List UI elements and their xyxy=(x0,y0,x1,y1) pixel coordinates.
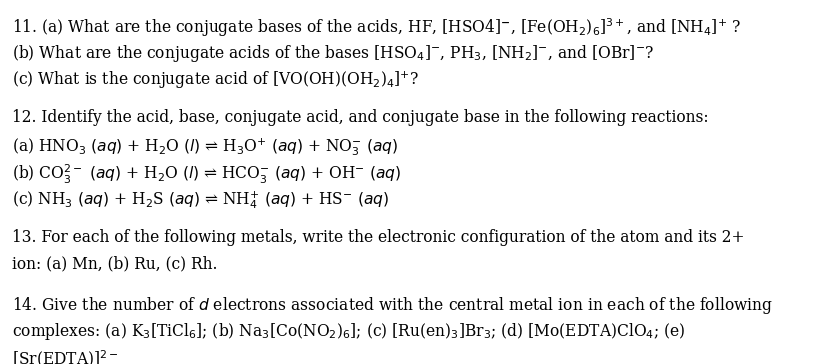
Text: 11. (a) What are the conjugate bases of the acids, HF, [HSO4]$^{\mathbf{-}}$, [F: 11. (a) What are the conjugate bases of … xyxy=(12,16,742,39)
Text: (c) NH$_3$ $(aq)$ + H$_2$S $(aq)$ ⇌ NH$_4^{+}$ $(aq)$ + HS$^{-}$ $(aq)$: (c) NH$_3$ $(aq)$ + H$_2$S $(aq)$ ⇌ NH$_… xyxy=(12,189,389,211)
Text: (b) CO$_3^{2-}$ $(aq)$ + H$_2$O $(l)$ ⇌ HCO$_3^{-}$ $(aq)$ + OH$^{-}$ $(aq)$: (b) CO$_3^{2-}$ $(aq)$ + H$_2$O $(l)$ ⇌ … xyxy=(12,162,401,186)
Text: [Sr(EDTA)]$^{2-}$: [Sr(EDTA)]$^{2-}$ xyxy=(12,348,119,364)
Text: complexes: (a) K$_3$[TiCl$_6$]; (b) Na$_3$[Co(NO$_2$)$_6$]; (c) [Ru(en)$_3$]Br$_: complexes: (a) K$_3$[TiCl$_6$]; (b) Na$_… xyxy=(12,321,685,343)
Text: (c) What is the conjugate acid of [VO(OH)(OH$_2$)$_4$]$^{+}$?: (c) What is the conjugate acid of [VO(OH… xyxy=(12,70,419,91)
Text: 12. Identify the acid, base, conjugate acid, and conjugate base in the following: 12. Identify the acid, base, conjugate a… xyxy=(12,109,709,126)
Text: (a) HNO$_3$ $(aq)$ + H$_2$O $(l)$ ⇌ H$_3$O$^{+}$ $(aq)$ + NO$_3^{-}$ $(aq)$: (a) HNO$_3$ $(aq)$ + H$_2$O $(l)$ ⇌ H$_3… xyxy=(12,136,398,158)
Text: 13. For each of the following metals, write the electronic configuration of the : 13. For each of the following metals, wr… xyxy=(12,229,745,246)
Text: ion: (a) Mn, (b) Ru, (c) Rh.: ion: (a) Mn, (b) Ru, (c) Rh. xyxy=(12,255,218,272)
Text: (b) What are the conjugate acids of the bases [HSO$_4$]$^{-}$, PH$_3$, [NH$_2$]$: (b) What are the conjugate acids of the … xyxy=(12,43,654,64)
Text: 14. Give the number of $d$ electrons associated with the central metal ion in ea: 14. Give the number of $d$ electrons ass… xyxy=(12,295,774,316)
